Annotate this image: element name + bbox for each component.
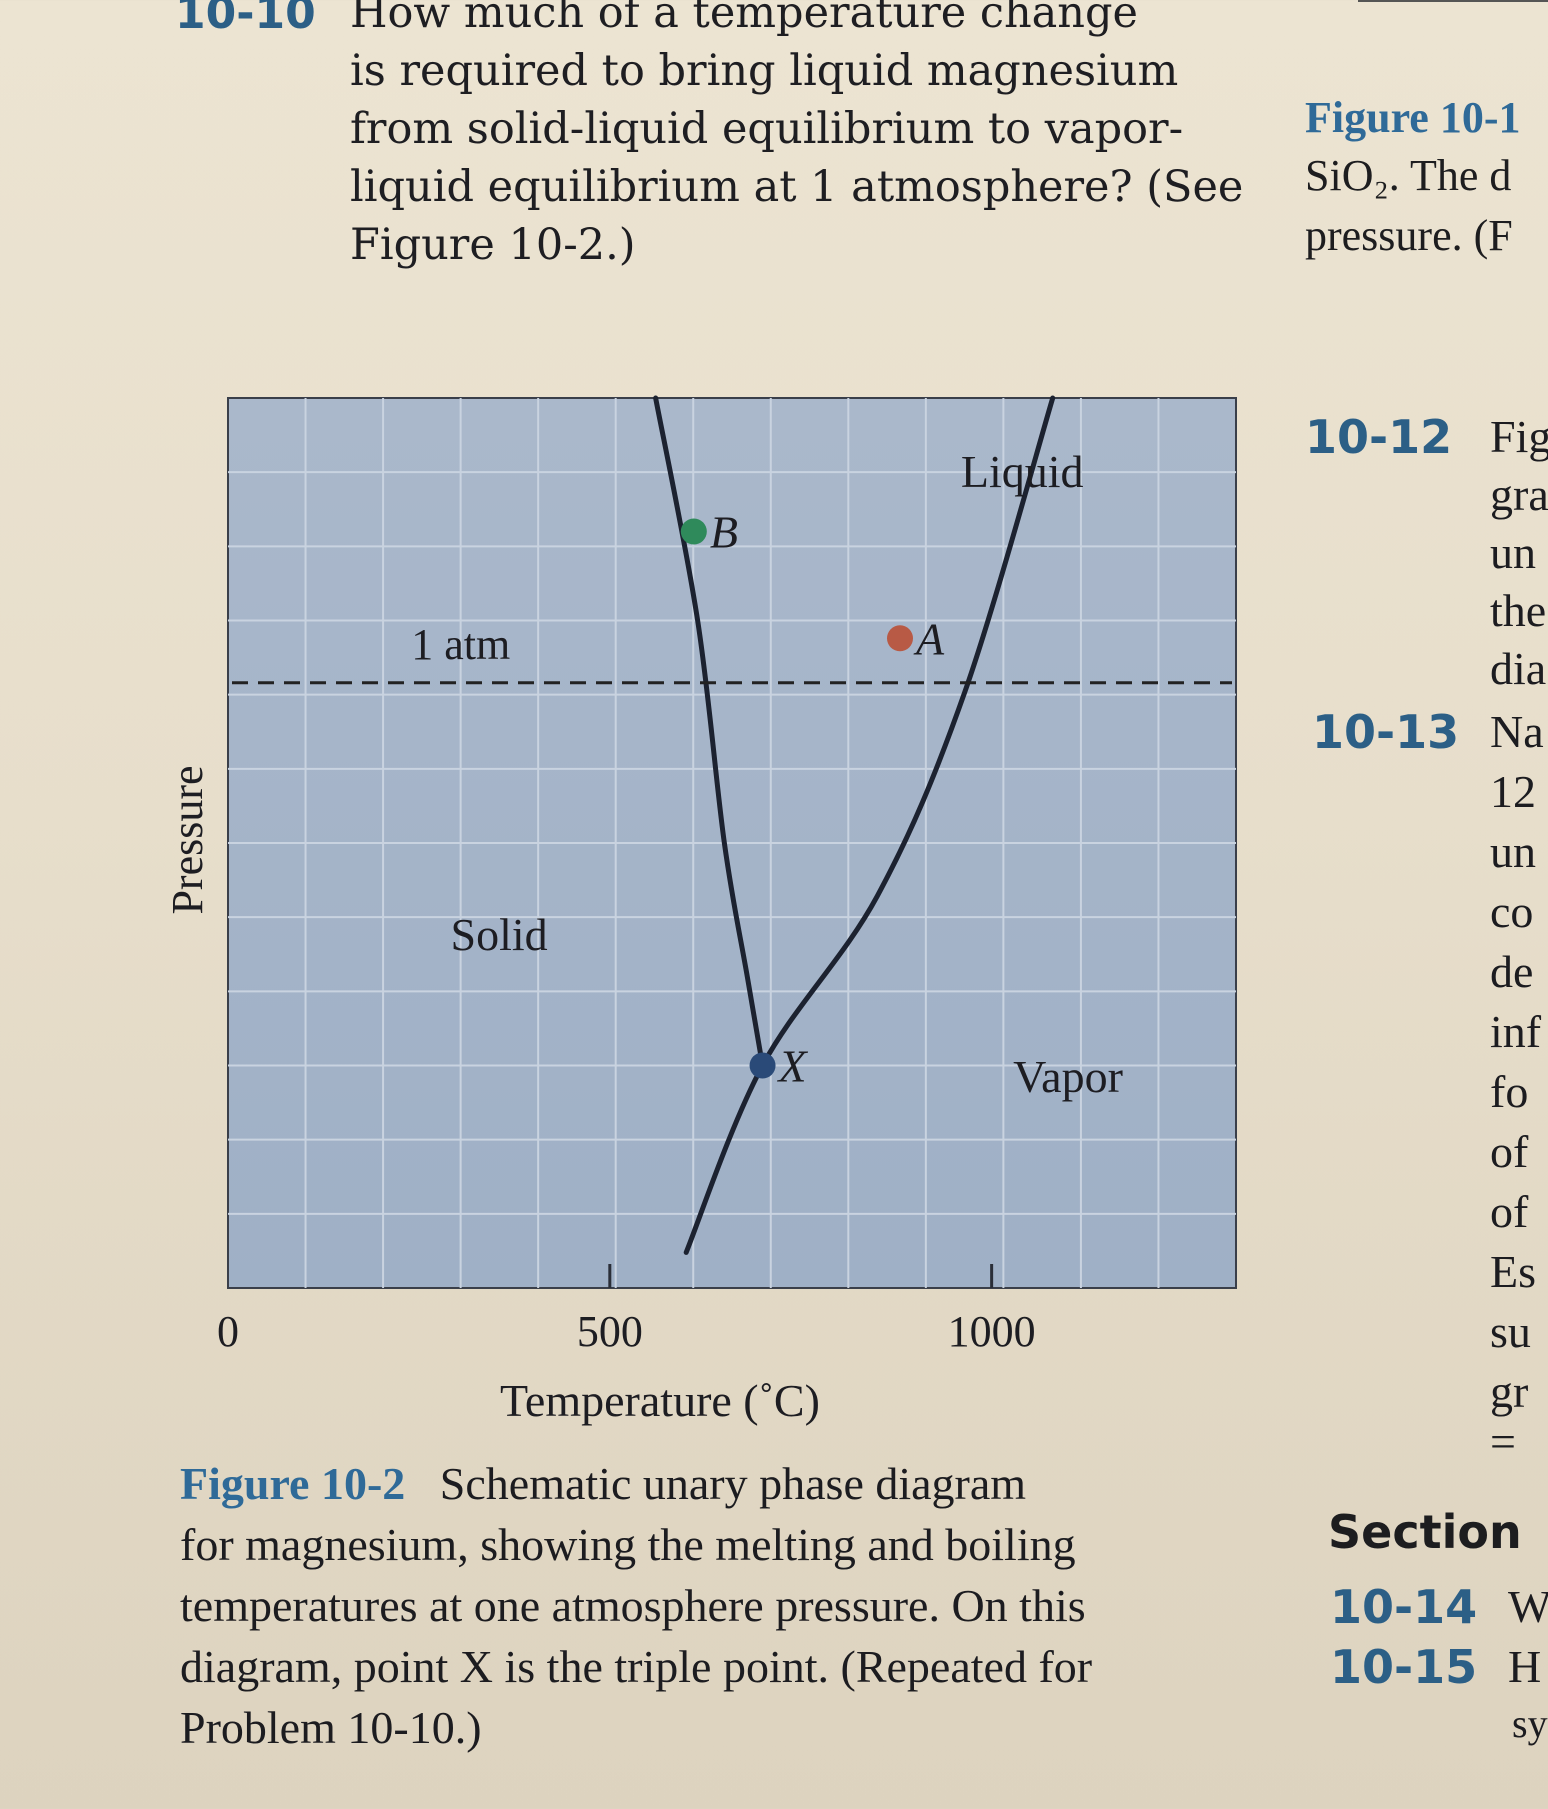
text-fragment: su (1490, 1306, 1531, 1357)
problem-line: from solid-liquid equilibrium to vapor- (350, 104, 1184, 154)
problem-line: is required to bring liquid magnesium (350, 46, 1179, 96)
figure-reference: Figure 10-1 (1305, 93, 1521, 142)
text-fragment: sy (1512, 1701, 1548, 1746)
caption-line: Problem 10-10.) (180, 1702, 482, 1753)
problem-number: 10-10 (175, 0, 316, 39)
region-label-solid: Solid (451, 909, 548, 960)
problem-number-10-12: 10-12 (1305, 410, 1453, 464)
region-label-liquid: Liquid (961, 446, 1084, 497)
region-labels: Liquid Solid Vapor (451, 446, 1123, 1102)
figure-caption-fragment: SiO₂. The d (1305, 151, 1512, 200)
caption-line: diagram, point X is the triple point. (R… (180, 1641, 1093, 1692)
phase-boundaries (653, 395, 1056, 1255)
text-fragment: gr (1490, 1366, 1529, 1417)
text-fragment: un (1490, 527, 1536, 578)
figure-label: Figure 10-2 (180, 1458, 406, 1509)
caption-line: for magnesium, showing the melting and b… (180, 1519, 1076, 1570)
text-fragment: un (1490, 826, 1536, 877)
x-tick-label: 1000 (948, 1307, 1036, 1356)
liquid-vapor-boundary (683, 395, 1056, 1255)
text-fragment: 12 (1490, 766, 1536, 817)
problem-line: liquid equilibrium at 1 atmosphere? (See (350, 162, 1244, 212)
text-fragment: co (1490, 886, 1534, 937)
text-fragment: gra (1490, 469, 1548, 520)
point-a-marker (887, 625, 913, 652)
problem-line: How much of a temperature change (350, 0, 1138, 38)
y-axis-label: Pressure (163, 765, 212, 914)
text-fragment: Es (1490, 1246, 1536, 1297)
problem-line: Figure 10-2.) (350, 220, 636, 270)
figure-caption-fragment: pressure. (F (1305, 211, 1513, 260)
text-fragment: of (1490, 1186, 1529, 1237)
region-label-vapor: Vapor (1013, 1051, 1123, 1102)
reference-label: 1 atm (411, 620, 510, 669)
point-a-label: A (913, 613, 945, 664)
point-b-marker (680, 518, 707, 545)
point-b-label: B (710, 507, 738, 558)
problem-number-10-14: 10-14 (1330, 1580, 1478, 1634)
caption-line: Figure 10-2 Schematic unary phase diagra… (180, 1457, 1026, 1510)
problem-number-10-15: 10-15 (1330, 1640, 1478, 1694)
x-axis-ticks: 0 500 1000 (217, 1264, 1036, 1356)
problem-number-10-13: 10-13 (1312, 705, 1460, 759)
text-fragment: W (1508, 1581, 1548, 1632)
caption-line: temperatures at one atmosphere pressure.… (180, 1580, 1086, 1631)
text-fragment: Fig (1490, 411, 1548, 462)
text-fragment: H (1508, 1641, 1542, 1692)
text-fragment: = (1490, 1416, 1516, 1467)
text-fragment: of (1490, 1126, 1529, 1177)
text-fragment: inf (1490, 1006, 1542, 1057)
section-heading: Section (1328, 1505, 1522, 1559)
grid (228, 398, 1236, 1288)
x-tick-label: 500 (577, 1307, 643, 1356)
x-tick-label: 0 (217, 1307, 239, 1356)
solid-liquid-boundary (653, 395, 766, 1068)
text-fragment: fo (1490, 1066, 1529, 1117)
text-fragment: the (1490, 585, 1547, 636)
caption-text: Schematic unary phase diagram (439, 1458, 1027, 1509)
point-x-marker (749, 1052, 776, 1079)
x-axis-label: Temperature (˚C) (500, 1375, 820, 1426)
text-fragment: de (1490, 946, 1534, 997)
marked-points: B A X (680, 507, 945, 1092)
text-fragment: Na (1490, 706, 1544, 757)
point-x-label: X (777, 1041, 809, 1092)
column-rule (1358, 0, 1548, 12)
text-fragment: dia (1490, 643, 1547, 694)
